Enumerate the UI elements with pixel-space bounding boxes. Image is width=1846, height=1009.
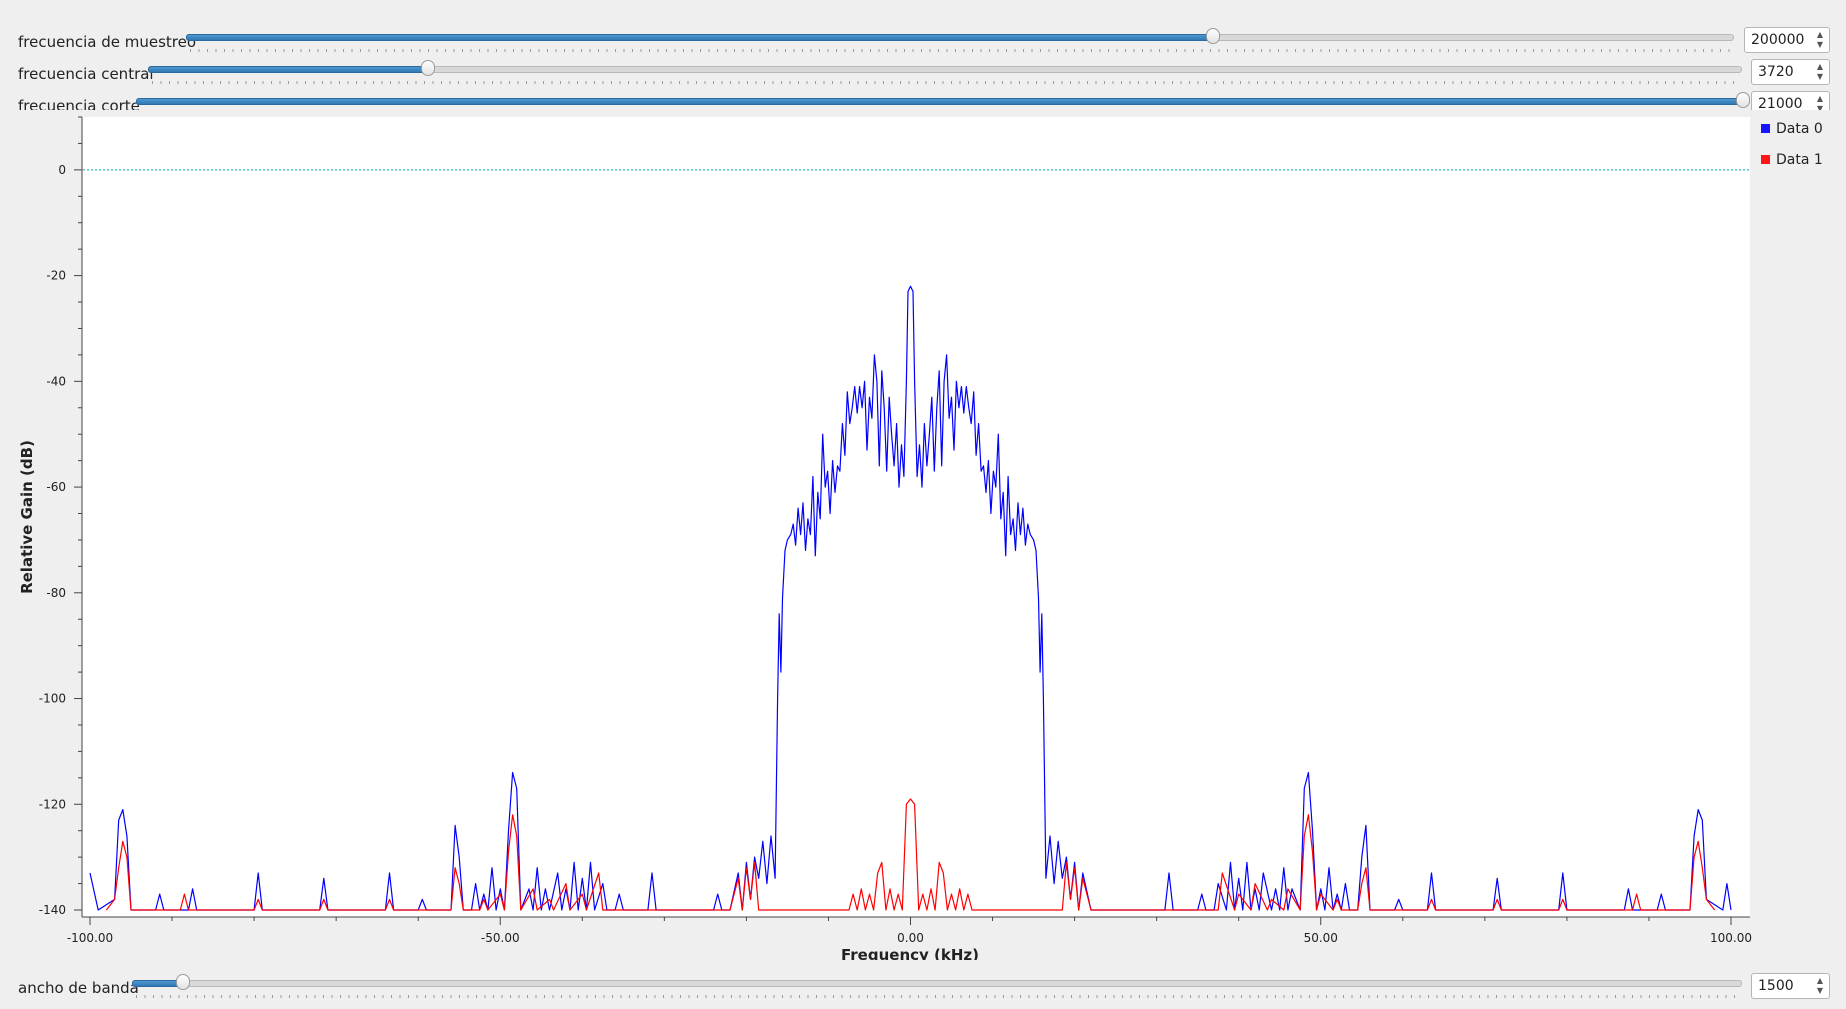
x-tick-label: -50.00 [481, 931, 520, 945]
y-axis-label: Relative Gain (dB) [18, 440, 36, 594]
legend-swatch [1761, 124, 1770, 133]
x-axis-label: Frequency (kHz) [841, 946, 979, 960]
y-tick-label: -60 [46, 480, 66, 494]
bandwidth-control: ancho de banda 1500 ▲ ▼ [0, 973, 1846, 1003]
center-freq-control: frecuencia central 3720 ▲ ▼ [0, 59, 1846, 89]
sample-rate-label: frecuencia de muestreo [18, 33, 197, 51]
sample-rate-control: frecuencia de muestreo 200000 ▲ ▼ [0, 27, 1846, 57]
spin-arrows-icon[interactable]: ▲ ▼ [1816, 976, 1824, 995]
y-tick-label: -40 [46, 374, 66, 388]
legend-label: Data 1 [1776, 152, 1823, 168]
series-line-data0 [89, 285, 1732, 911]
legend-item-data1[interactable]: Data 1 [1761, 152, 1823, 168]
slider-handle[interactable] [1206, 28, 1221, 44]
x-tick-label: 0.00 [897, 931, 924, 945]
y-tick-label: 0 [58, 163, 66, 177]
legend-swatch [1761, 155, 1770, 164]
series-line-data1 [105, 798, 1716, 911]
spin-arrows-icon[interactable]: ▲ ▼ [1816, 62, 1824, 81]
bandwidth-label: ancho de banda [18, 979, 139, 997]
slider-handle[interactable] [1736, 92, 1750, 108]
x-tick-label: -100.00 [67, 931, 113, 945]
bandwidth-spinbox[interactable]: 1500 ▲ ▼ [1751, 973, 1830, 999]
cutoff-freq-value[interactable]: 21000 [1758, 96, 1803, 112]
bandwidth-value[interactable]: 1500 [1758, 978, 1794, 994]
sample-rate-slider[interactable] [186, 27, 1734, 57]
slider-handle[interactable] [420, 60, 435, 76]
y-tick-label: -120 [39, 797, 66, 811]
spin-arrows-icon[interactable]: ▲ ▼ [1816, 30, 1824, 49]
legend-label: Data 0 [1776, 121, 1823, 137]
legend-item-data0[interactable]: Data 0 [1761, 121, 1823, 137]
center-freq-spinbox[interactable]: 3720 ▲ ▼ [1751, 59, 1830, 85]
slider-handle[interactable] [175, 974, 190, 990]
y-tick-label: -140 [39, 903, 66, 917]
bandwidth-slider[interactable] [132, 973, 1742, 1003]
x-tick-label: 50.00 [1304, 931, 1338, 945]
y-tick-label: -20 [46, 269, 66, 283]
spin-arrows-icon[interactable]: ▲ ▼ [1816, 94, 1824, 113]
center-freq-label: frecuencia central [18, 65, 154, 83]
plot-canvas[interactable] [82, 117, 1750, 917]
center-freq-value[interactable]: 3720 [1758, 64, 1794, 80]
y-tick-label: -100 [39, 692, 66, 706]
sample-rate-value[interactable]: 200000 [1751, 32, 1805, 48]
frequency-plot[interactable]: 0 -20 -40 -60 -80 -100 -120 -140 -100.00 -50.00 0… [0, 110, 1846, 960]
x-tick-label: 100.00 [1710, 931, 1752, 945]
center-freq-slider[interactable] [148, 59, 1742, 89]
y-tick-label: -80 [46, 586, 66, 600]
sample-rate-spinbox[interactable]: 200000 ▲ ▼ [1744, 27, 1830, 53]
